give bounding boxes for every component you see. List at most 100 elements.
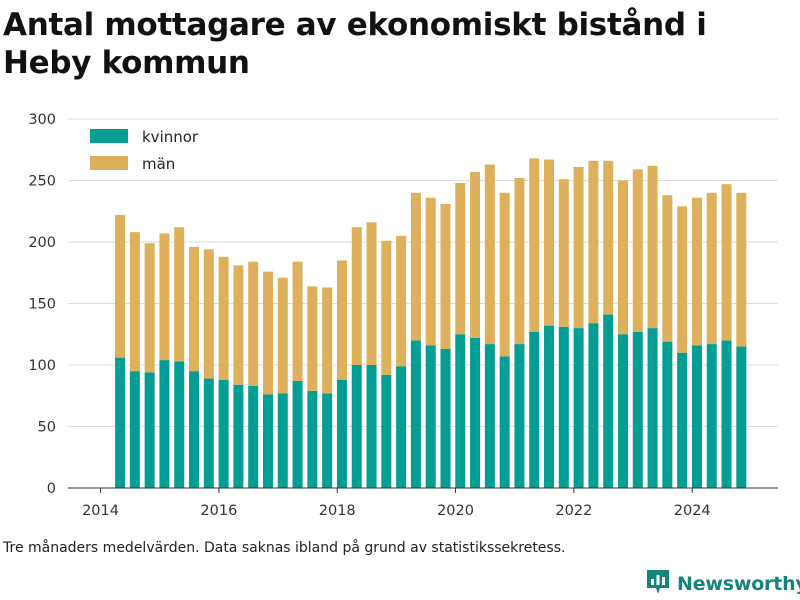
bar-män bbox=[262, 271, 273, 395]
footnote: Tre månaders medelvärden. Data saknas ib… bbox=[3, 540, 566, 556]
bar-kvinnor bbox=[425, 345, 436, 488]
y-tick-label: 0 bbox=[47, 481, 56, 497]
bar-män bbox=[322, 287, 333, 394]
bar-kvinnor bbox=[662, 341, 673, 488]
x-tick-label: 2024 bbox=[674, 503, 711, 519]
bar-män bbox=[129, 232, 140, 372]
bar-kvinnor bbox=[159, 360, 170, 488]
bar-män bbox=[381, 240, 392, 375]
bar-kvinnor bbox=[647, 328, 658, 488]
y-tick-label: 150 bbox=[28, 297, 56, 313]
bar-kvinnor bbox=[632, 331, 643, 488]
bar-kvinnor bbox=[573, 328, 584, 488]
bar-män bbox=[691, 197, 702, 346]
bar-kvinnor bbox=[706, 344, 717, 488]
bar-kvinnor bbox=[336, 379, 347, 488]
bar-kvinnor bbox=[558, 326, 569, 488]
bar-kvinnor bbox=[129, 371, 140, 488]
bar-kvinnor bbox=[499, 356, 510, 488]
y-tick-label: 100 bbox=[28, 358, 56, 374]
bar-män bbox=[455, 182, 466, 335]
x-tick-label: 2014 bbox=[82, 503, 119, 519]
legend-label-kvinnor: kvinnor bbox=[142, 128, 199, 146]
bar-män bbox=[144, 243, 155, 373]
legend-swatch-män bbox=[90, 156, 128, 170]
bar-män bbox=[573, 166, 584, 329]
bar-kvinnor bbox=[203, 378, 214, 488]
bar-kvinnor bbox=[603, 314, 614, 488]
bar-män bbox=[662, 195, 673, 342]
bar-män bbox=[440, 203, 451, 350]
bar-kvinnor bbox=[470, 337, 481, 488]
bar-kvinnor bbox=[484, 344, 495, 488]
y-tick-label: 250 bbox=[28, 174, 56, 190]
bar-män bbox=[277, 277, 288, 394]
bar-män bbox=[588, 160, 599, 324]
bar-män bbox=[292, 261, 303, 381]
x-tick-label: 2020 bbox=[437, 503, 474, 519]
bar-kvinnor bbox=[617, 334, 628, 488]
x-tick-label: 2022 bbox=[555, 503, 592, 519]
bar-män bbox=[307, 286, 318, 391]
bar-män bbox=[721, 184, 732, 341]
bar-kvinnor bbox=[381, 374, 392, 488]
bar-män bbox=[336, 260, 347, 380]
bar-kvinnor bbox=[677, 352, 688, 488]
brand-name: Newsworthy bbox=[677, 573, 800, 595]
bar-män bbox=[203, 249, 214, 379]
bar-män bbox=[544, 159, 555, 326]
bar-män bbox=[706, 192, 717, 345]
stacked-bars bbox=[115, 158, 747, 488]
bar-kvinnor bbox=[248, 385, 259, 488]
bar-kvinnor bbox=[351, 365, 362, 488]
legend: kvinnor män bbox=[80, 123, 218, 180]
bar-män bbox=[159, 233, 170, 361]
bar-chart-tag-icon bbox=[645, 568, 671, 600]
y-tick-label: 50 bbox=[38, 420, 56, 436]
bar-kvinnor bbox=[440, 349, 451, 488]
y-axis-tick-labels: 0 50 100 150 200 250 300 bbox=[28, 112, 56, 497]
bar-män bbox=[514, 178, 525, 345]
bar-kvinnor bbox=[233, 384, 244, 488]
bar-män bbox=[558, 179, 569, 327]
bar-män bbox=[410, 192, 421, 341]
bar-män bbox=[529, 158, 540, 332]
bar-kvinnor bbox=[307, 390, 318, 488]
bar-män bbox=[218, 256, 229, 380]
bar-män bbox=[396, 235, 407, 367]
bar-kvinnor bbox=[366, 365, 377, 488]
bar-kvinnor bbox=[514, 344, 525, 488]
bar-kvinnor bbox=[544, 325, 555, 488]
bar-män bbox=[677, 206, 688, 353]
bar-kvinnor bbox=[218, 379, 229, 488]
bar-kvinnor bbox=[322, 393, 333, 488]
x-tick-label: 2016 bbox=[200, 503, 237, 519]
bar-män bbox=[115, 214, 126, 358]
bar-kvinnor bbox=[292, 380, 303, 488]
bar-kvinnor bbox=[262, 394, 273, 488]
bar-kvinnor bbox=[410, 340, 421, 488]
legend-label-män: män bbox=[142, 155, 175, 173]
bar-män bbox=[425, 197, 436, 346]
bar-män bbox=[233, 265, 244, 385]
bar-kvinnor bbox=[721, 340, 732, 488]
bar-män bbox=[351, 227, 362, 365]
chart-title: Antal mottagare av ekonomiskt bistånd i … bbox=[3, 7, 707, 81]
bar-män bbox=[499, 192, 510, 357]
bar-kvinnor bbox=[529, 331, 540, 488]
brand-logo: Newsworthy bbox=[645, 568, 800, 600]
bar-män bbox=[470, 171, 481, 338]
legend-swatch-kvinnor bbox=[90, 129, 128, 143]
y-tick-label: 300 bbox=[28, 112, 56, 128]
bar-kvinnor bbox=[277, 393, 288, 488]
y-tick-label: 200 bbox=[28, 235, 56, 251]
bar-män bbox=[603, 160, 614, 315]
bar-män bbox=[189, 246, 200, 372]
x-tick-label: 2018 bbox=[319, 503, 356, 519]
bar-män bbox=[632, 169, 643, 332]
bar-män bbox=[248, 261, 259, 386]
bar-män bbox=[366, 222, 377, 365]
gridlines bbox=[68, 118, 778, 427]
bar-kvinnor bbox=[691, 345, 702, 488]
